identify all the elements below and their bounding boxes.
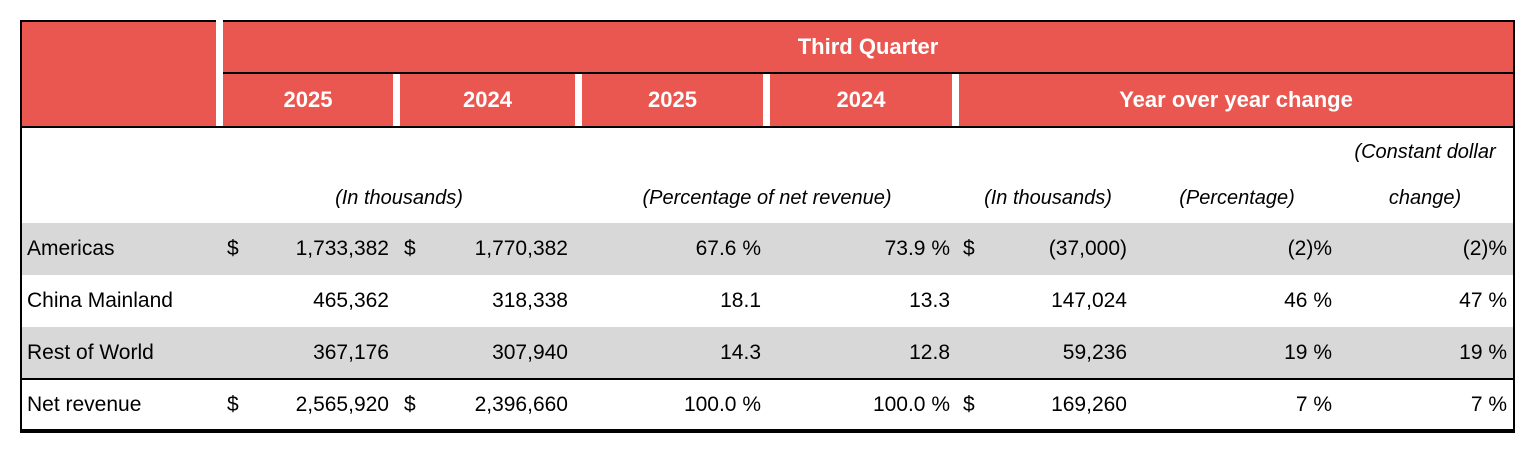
- cell-2025-thousands: 1,733,382: [247, 223, 393, 275]
- spacer-cell: [575, 275, 582, 327]
- cell-constant-dollar-pct: (2)%: [1337, 223, 1516, 275]
- row-label: Rest of World: [20, 327, 216, 379]
- caption-in-thousands-left: (In thousands): [223, 127, 575, 223]
- spacer-cell: [216, 223, 223, 275]
- caption-in-thousands-right: (In thousands): [959, 127, 1137, 223]
- cell-2024-thousands: 2,396,660: [424, 378, 575, 433]
- spacer-cell: [952, 378, 959, 433]
- header-row-years: 2025 2024 2025 2024 Year over year chang…: [21, 73, 1516, 128]
- spacer-cell: [393, 378, 400, 433]
- spacer-cell: [216, 275, 223, 327]
- spacer-cell: [763, 223, 770, 275]
- caption-gap: [575, 127, 582, 223]
- spacer-cell: [575, 378, 582, 433]
- cell-2025-thousands: 2,565,920: [247, 378, 393, 433]
- spacer-cell: [763, 275, 770, 327]
- spacer-cell: [393, 275, 400, 327]
- third-quarter-header: Third Quarter: [223, 20, 1516, 74]
- header-gap: [763, 73, 770, 128]
- spacer-cell: [763, 378, 770, 433]
- cell-2025-pct: 100.0 %: [582, 378, 763, 433]
- cell-yoy-pct: 46 %: [1284, 289, 1332, 312]
- table-row-net-revenue: Net revenue $ 2,565,920 $ 2,396,660 100.…: [20, 378, 1516, 433]
- header-gap: [393, 73, 400, 128]
- dollar-sign: $: [223, 223, 247, 275]
- cell-2024-pct: 13.3: [909, 289, 950, 312]
- year-header-2025-percentage: 2025: [582, 73, 763, 128]
- cell-2025-pct: 67.6 %: [582, 223, 763, 275]
- spacer-cell: [216, 378, 223, 433]
- caption-constant-dollar: (Constant dollar change): [1337, 127, 1516, 223]
- dollar-sign: [959, 275, 983, 327]
- spacer-cell: [575, 327, 582, 379]
- dollar-sign: $: [400, 223, 424, 275]
- cell-2025-thousands: 465,362: [313, 289, 389, 312]
- table-row-china-mainland: China Mainland 465,362 318,338 18.1 13.3…: [20, 275, 1516, 327]
- corner-header-cell: [20, 20, 216, 128]
- year-header-2024-percentage: 2024: [770, 73, 952, 128]
- cell-yoy-thousands: 59,236: [983, 327, 1137, 379]
- dollar-sign: [223, 327, 247, 379]
- caption-pct-net-revenue: (Percentage of net revenue): [582, 127, 952, 223]
- revenue-segment-table: Third Quarter 2025 2024 2025 2024 Year o…: [20, 20, 1516, 433]
- spacer-cell: [952, 275, 959, 327]
- row-label: Net revenue: [20, 378, 216, 433]
- dollar-sign: [400, 327, 424, 379]
- cell-yoy-thousands: 169,260: [983, 378, 1137, 433]
- cell-2024-thousands: 1,770,382: [424, 223, 575, 275]
- caption-row: (In thousands) (Percentage of net revenu…: [20, 127, 1516, 223]
- dollar-sign: $: [223, 378, 247, 433]
- cell-yoy-pct: 7 %: [1137, 378, 1337, 433]
- cell-constant-dollar-pct: 19 %: [1337, 327, 1516, 379]
- spacer-cell: [952, 223, 959, 275]
- cell-constant-dollar-pct: 7 %: [1337, 378, 1516, 433]
- cell-2024-pct: 73.9 %: [770, 223, 952, 275]
- cell-constant-dollar-pct: 47 %: [1337, 275, 1516, 327]
- dollar-sign: [400, 275, 424, 327]
- header-gap: [575, 73, 582, 128]
- cell-2025-pct: 14.3: [582, 327, 763, 379]
- header-gap: [952, 73, 959, 128]
- cell-yoy-thousands: 147,024: [1051, 289, 1127, 312]
- dollar-sign: $: [959, 378, 983, 433]
- table-row-rest-of-world: Rest of World 367,176 307,940 14.3 12.8 …: [20, 327, 1516, 379]
- spacer-cell: [575, 223, 582, 275]
- caption-percentage: (Percentage): [1137, 127, 1337, 223]
- table-row-americas: Americas $ 1,733,382 $ 1,770,382 67.6 % …: [20, 223, 1516, 275]
- header-gap: [216, 21, 223, 128]
- cell-yoy-pct: (2)%: [1137, 223, 1337, 275]
- year-header-2025-thousands: 2025: [223, 73, 393, 128]
- dollar-sign: $: [400, 378, 424, 433]
- caption-gap: [952, 127, 959, 223]
- spacer-cell: [216, 327, 223, 379]
- cell-2025-thousands: 367,176: [247, 327, 393, 379]
- header-row-quarter: Third Quarter: [20, 20, 1516, 128]
- spacer-cell: [393, 327, 400, 379]
- spacer-cell: [763, 327, 770, 379]
- caption-empty: [20, 127, 216, 223]
- row-label: Americas: [20, 223, 216, 275]
- caption-gap: [216, 127, 223, 223]
- yoy-change-header: Year over year change: [959, 73, 1516, 128]
- year-header-2024-thousands: 2024: [400, 73, 575, 128]
- cell-2024-thousands: 307,940: [424, 327, 575, 379]
- cell-2024-pct: 12.8: [770, 327, 952, 379]
- dollar-sign: [959, 327, 983, 379]
- dollar-sign: [223, 275, 247, 327]
- cell-2024-thousands: 318,338: [492, 289, 568, 312]
- cell-2025-pct: 18.1: [720, 289, 761, 312]
- spacer-cell: [393, 223, 400, 275]
- spacer-cell: [952, 327, 959, 379]
- cell-yoy-thousands: (37,000): [983, 223, 1137, 275]
- row-label: China Mainland: [20, 275, 216, 327]
- dollar-sign: $: [959, 223, 983, 275]
- cell-yoy-pct: 19 %: [1137, 327, 1337, 379]
- revenue-segment-table-container: Third Quarter 2025 2024 2025 2024 Year o…: [20, 20, 1516, 433]
- cell-2024-pct: 100.0 %: [770, 378, 952, 433]
